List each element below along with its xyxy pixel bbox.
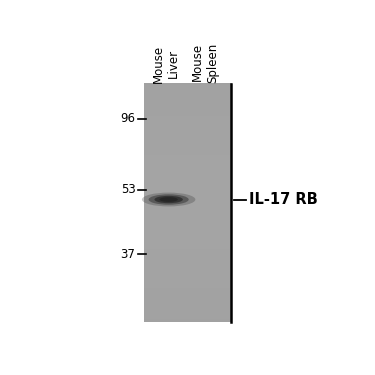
Text: IL-17 RB: IL-17 RB [249,192,318,207]
Text: 37: 37 [121,248,135,261]
Text: Mouse
Liver: Mouse Liver [152,44,180,82]
Ellipse shape [154,196,183,203]
Text: 96: 96 [120,112,135,125]
Text: Mouse
Spleen: Mouse Spleen [191,42,219,82]
Ellipse shape [148,194,189,205]
Ellipse shape [142,193,195,207]
Text: 53: 53 [121,183,135,196]
Ellipse shape [159,197,178,202]
